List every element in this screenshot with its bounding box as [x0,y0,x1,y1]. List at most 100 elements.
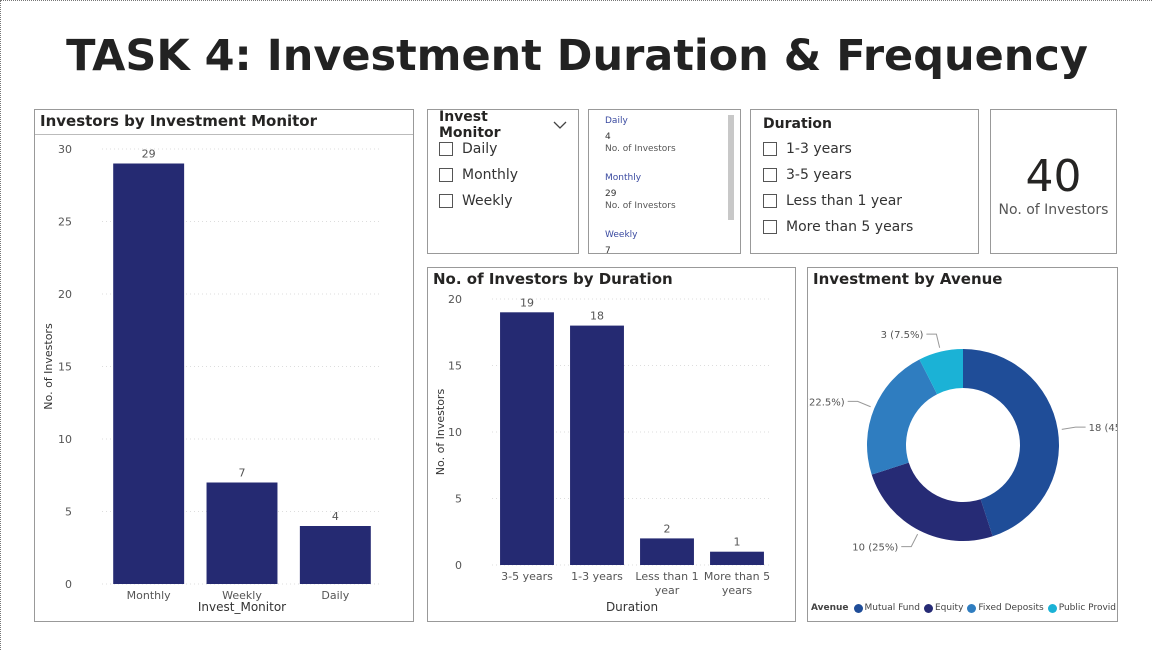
leader-line [1061,426,1086,430]
checkbox[interactable] [439,142,453,156]
x-tick-label: 3-5 years [501,570,553,583]
data-label: 18 [590,310,604,323]
x-tick-label: Less than 1 year [635,570,699,597]
y-axis-label: No. of Investors [434,389,447,476]
y-tick-label: 25 [58,216,72,229]
legend-label: Fixed Deposits [978,603,1044,613]
checkbox[interactable] [763,168,777,182]
x-axis-label: Invest_Monitor [198,600,286,614]
bar [500,312,554,565]
x-tick-label: More than 5 years [703,570,771,597]
card-row: Monthly 29 No. of Investors [605,172,676,229]
leader-line [926,333,941,348]
slicer-option[interactable]: 3-5 years [763,162,966,188]
data-label: 4 [332,510,339,523]
page-title: TASK 4: Investment Duration & Frequency [66,31,1088,81]
donut-segment [867,359,938,475]
option-label: More than 5 years [786,219,914,235]
y-tick-label: 20 [448,293,462,306]
y-tick-label: 5 [65,506,72,519]
row-value: 7 [605,246,611,254]
option-label: Daily [462,141,498,157]
y-tick-label: 0 [65,578,72,591]
row-value: 29 [605,189,617,199]
donut-panel: Investment by Avenue 18 (45%) 10 (25%) 9 (… [807,267,1118,622]
bar-panel: Investors by Investment Monitor 0 5 10 15 20… [34,109,414,622]
option-label: Less than 1 year [786,193,903,209]
card-label: No. of Investors [998,202,1109,218]
checkbox[interactable] [763,142,777,156]
donut-segment [963,349,1059,537]
slicer-option[interactable]: 1-3 years [763,136,966,162]
legend-label: Public Provid... [1058,603,1117,613]
checkbox[interactable] [439,194,453,208]
option-label: 1-3 years [786,141,852,157]
data-label: 10 (25%) [852,543,898,554]
data-label: 19 [520,296,534,309]
chart-title: Investment by Avenue [813,270,1003,288]
multi-row-card: Daily 4 No. of Investors Monthly 29 No. of In… [588,109,741,254]
title-separator [35,134,413,135]
bar [640,538,694,565]
x-axis-label: Duration [606,600,658,614]
slicer-option[interactable]: Weekly [439,188,567,214]
y-tick-label: 15 [448,360,462,373]
x-tick-label: Weekly [222,589,262,602]
leader-line [847,400,871,408]
legend-swatch [967,603,977,613]
y-tick-label: 30 [58,143,72,156]
data-label: 7 [239,467,246,480]
card-row: Daily 4 No. of Investors [605,115,676,172]
bar [206,482,278,584]
option-label: Weekly [462,193,513,209]
card-value: 40 [1025,151,1082,202]
legend-label: Equity [934,603,964,613]
chart-title: Investors by Investment Monitor [40,112,318,130]
card: 40 No. of Investors [990,109,1117,254]
data-label: 9 (22.5%) [808,397,845,408]
row-label: No. of Investors [605,144,676,154]
y-tick-label: 10 [58,433,72,446]
slicer-option[interactable]: Monthly [439,162,567,188]
data-label: 3 (7.5%) [881,330,924,341]
dropdown-chevron[interactable] [553,120,567,130]
legend-label: Mutual Fund [864,603,920,613]
legend-swatch [1047,603,1057,613]
slicer-option[interactable]: Daily [439,136,567,162]
x-tick-label: 1-3 years [571,570,623,583]
data-label: 18 (45%) [1089,423,1118,434]
option-label: 3-5 years [786,167,852,183]
row-category: Weekly [605,230,638,240]
bar [570,325,624,565]
y-tick-label: 0 [455,559,462,572]
slicer-option[interactable]: More than 5 years [763,214,966,240]
donut-segment [919,349,963,395]
data-label: 29 [142,148,156,161]
donut-chart: 18 (45%) 10 (25%) 9 (22.5%) 3 (7.5%) [808,330,1118,554]
slicer-title: Invest Monitor [439,109,501,141]
x-tick-label: Daily [321,589,350,602]
donut-segment [871,462,993,541]
data-label: 1 [734,536,741,549]
bar-chart: 0 5 10 15 20 19 18 2 1 Duration No. of Investors [434,293,772,614]
y-tick-label: 5 [455,493,462,506]
slicer-option[interactable]: Less than 1 year [763,188,966,214]
card-row: Weekly7No. of Investors [605,229,676,254]
row-category: Daily [605,116,628,126]
checkbox[interactable] [763,194,777,208]
slicer[interactable]: Invest Monitor Daily Monthly Weekly [427,109,579,254]
legend-swatch [853,603,863,613]
bar [113,163,185,584]
checkbox[interactable] [439,168,453,182]
row-label: No. of Investors [605,201,676,211]
slicer[interactable]: Duration 1-3 years 3-5 years Less than 1 y… [750,109,979,254]
bar [299,526,371,584]
y-tick-label: 20 [58,288,72,301]
option-label: Monthly [462,167,519,183]
legend-title: Avenue [811,603,849,613]
row-value: 4 [605,132,611,142]
checkbox[interactable] [763,220,777,234]
scrollbar[interactable] [728,115,734,220]
slicer-title: Duration [763,116,833,132]
